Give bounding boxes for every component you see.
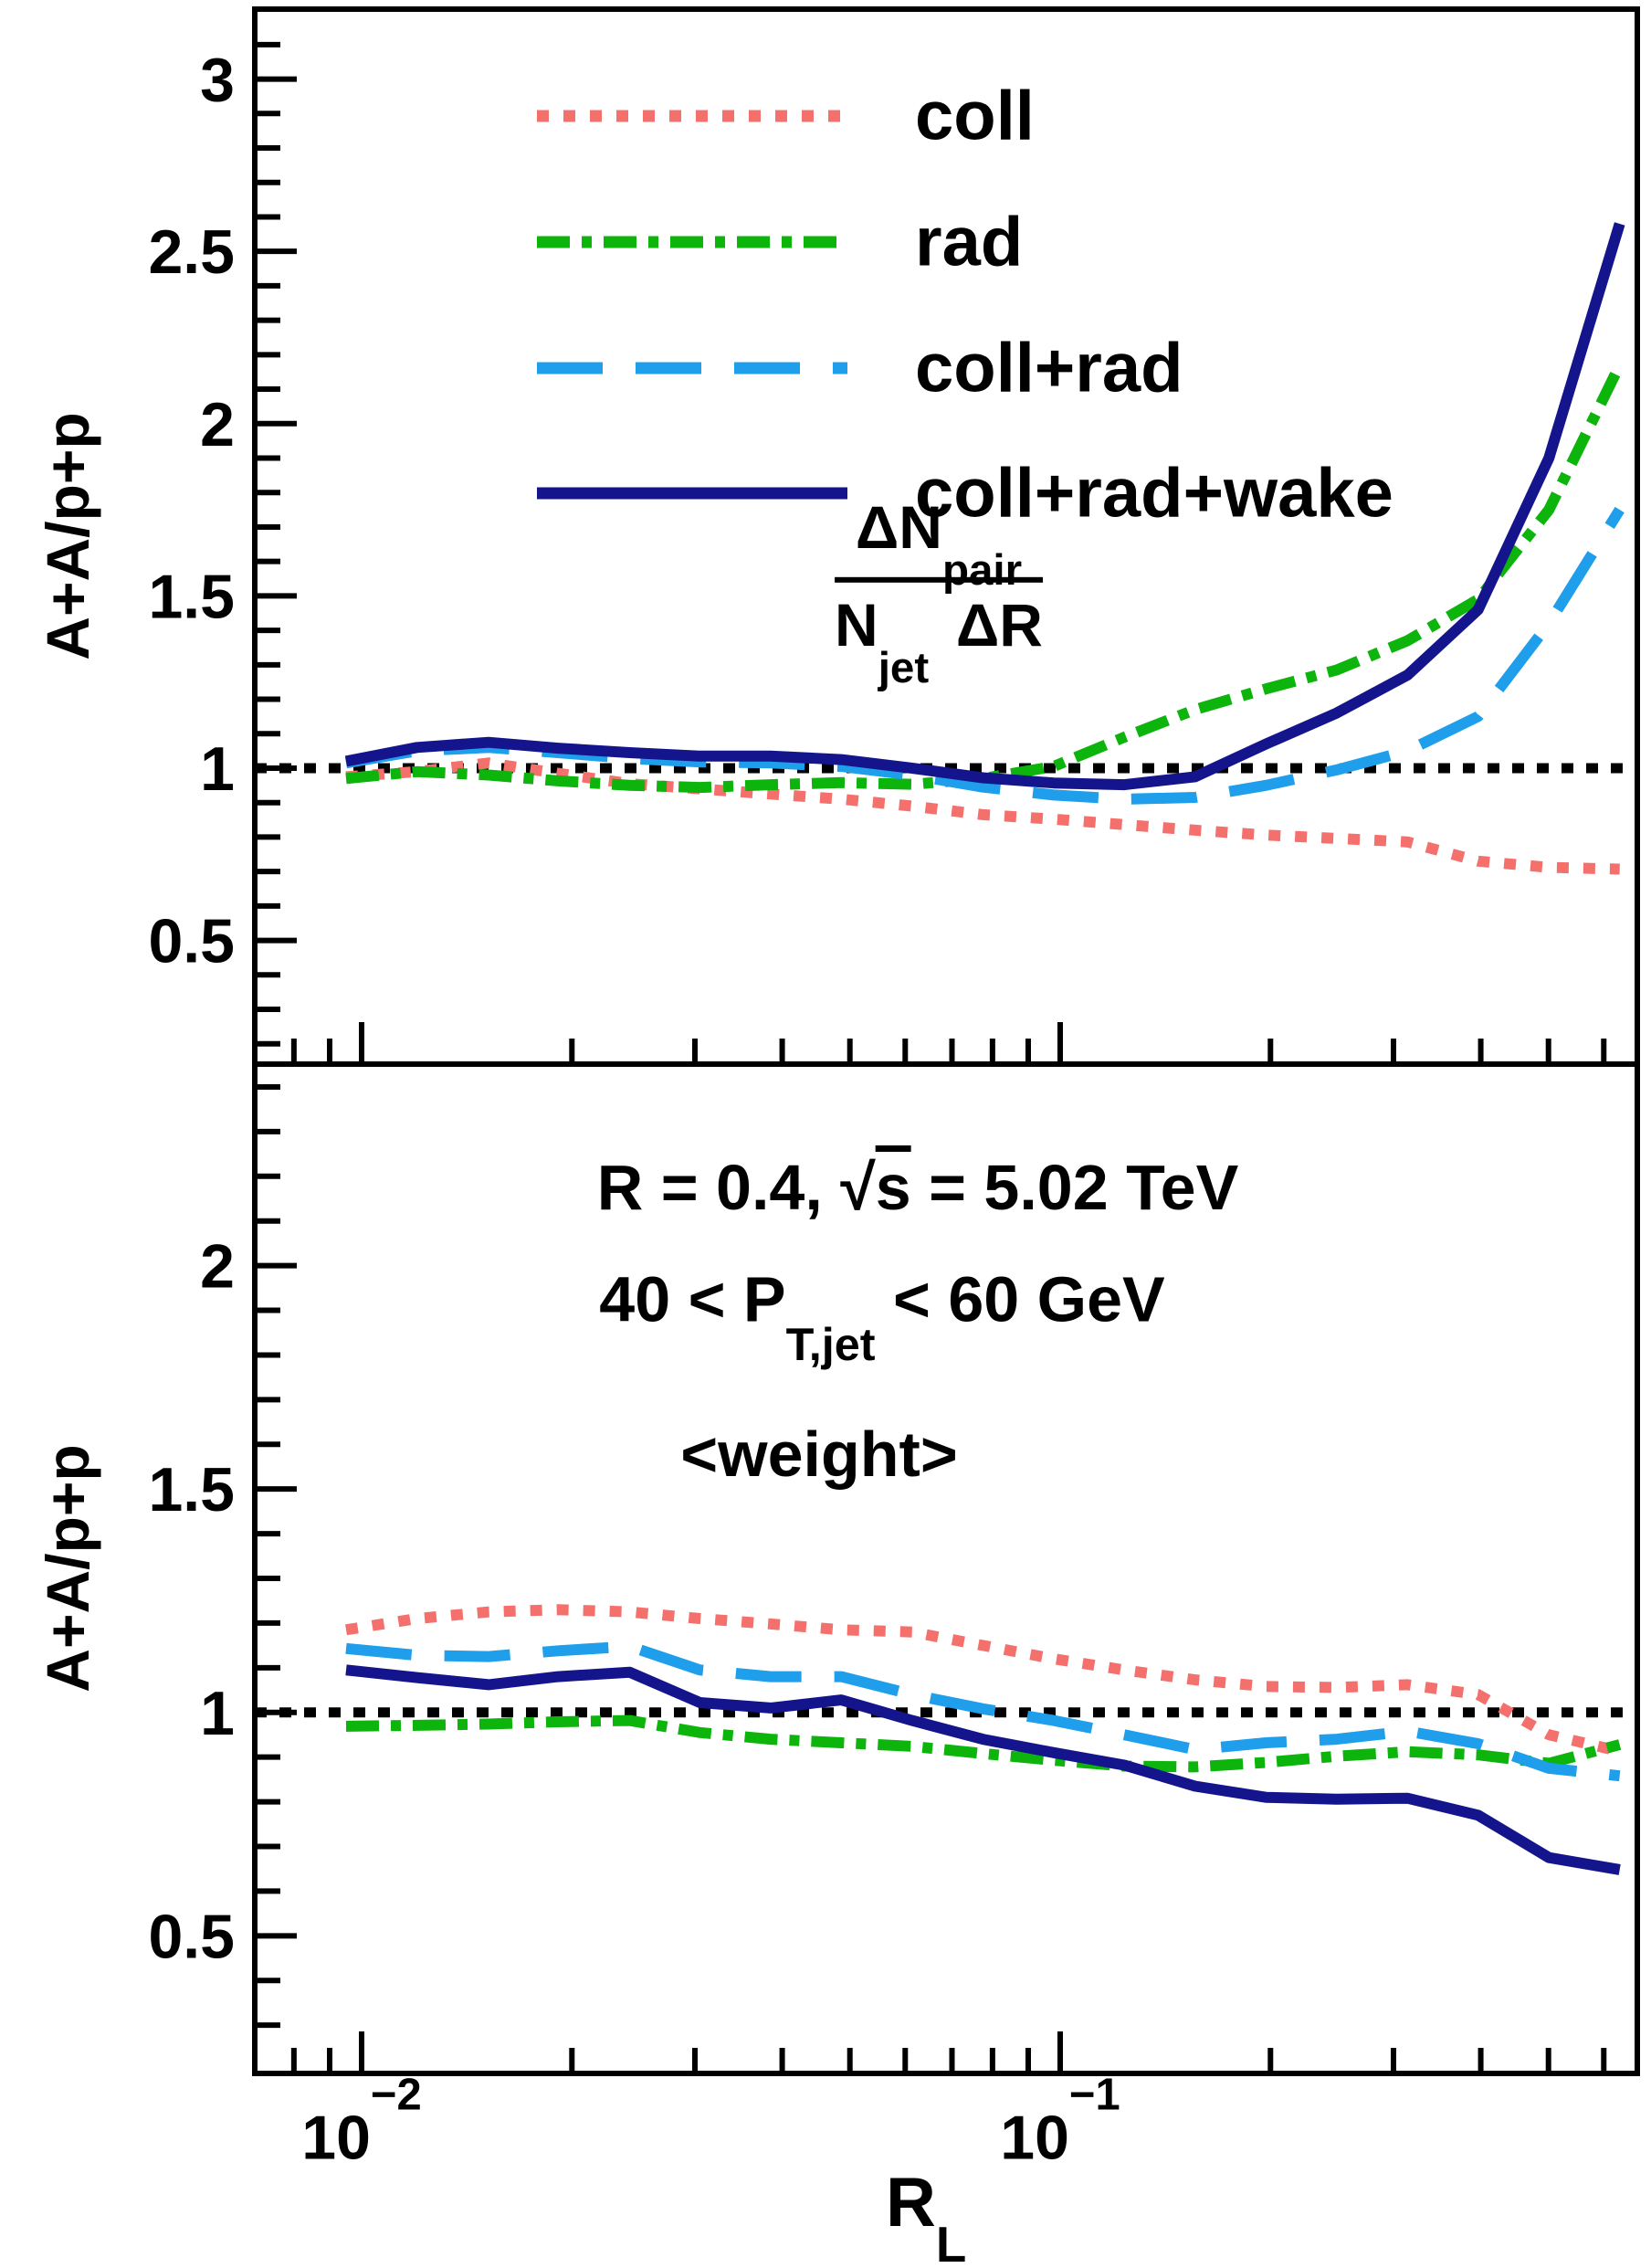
legend-label-coll: coll bbox=[915, 77, 1035, 155]
y-tick-label-top: 1.5 bbox=[148, 562, 235, 631]
y-tick-label-top: 2.5 bbox=[148, 217, 235, 287]
series-coll-rad-wake-top bbox=[344, 222, 1625, 791]
y-tick-label-top: 1 bbox=[200, 734, 235, 804]
legend-label-coll-rad: coll+rad bbox=[915, 329, 1183, 407]
y-tick-label-bottom: 1.5 bbox=[148, 1455, 235, 1524]
y-tick-label-top: 0.5 bbox=[148, 907, 235, 976]
formula-numerator: ΔNpair bbox=[855, 492, 1023, 596]
legend-label-rad: rad bbox=[915, 203, 1024, 281]
x-axis-title: RL bbox=[886, 2164, 967, 2268]
x-tick-label-1e-1: 10−1 bbox=[1000, 2070, 1120, 2173]
series-coll-rad-wake-bottom bbox=[345, 1664, 1621, 1875]
y-tick-label-bottom: 0.5 bbox=[148, 1902, 235, 1971]
series-coll-top bbox=[345, 757, 1620, 875]
formula-denominator: NjetΔR bbox=[835, 591, 1043, 693]
series-rad-top bbox=[345, 363, 1625, 794]
y-axis-title-top: A+A/p+p bbox=[34, 412, 101, 660]
y-tick-label-bottom: 2 bbox=[200, 1232, 235, 1302]
observable-formula: ΔNpair NjetΔR bbox=[835, 492, 1043, 693]
annotation-pt-range: 40 < PT,jet < 60 GeV bbox=[599, 1263, 1165, 1371]
annotation-energy: R = 0.4, √s = 5.02 TeV bbox=[596, 1152, 1239, 1223]
annotation-weight: <weight> bbox=[680, 1419, 958, 1490]
series-coll-rad-bottom bbox=[345, 1640, 1621, 1782]
y-tick-label-top: 3 bbox=[200, 46, 235, 115]
y-axis-title-bottom: A+A/p+p bbox=[34, 1444, 101, 1693]
y-tick-label-top: 2 bbox=[200, 390, 235, 459]
series-coll-bottom bbox=[345, 1604, 1622, 1757]
legend-label-coll-rad-wake: coll+rad+wake bbox=[915, 454, 1393, 533]
formula-fraction-bar bbox=[835, 577, 1043, 583]
panel-frame-bottom bbox=[252, 1061, 1640, 2076]
y-tick-label-bottom: 1 bbox=[200, 1679, 235, 1748]
x-tick-label-1e-2: 10−2 bbox=[301, 2070, 422, 2173]
series-rad-bottom bbox=[345, 1714, 1622, 1773]
